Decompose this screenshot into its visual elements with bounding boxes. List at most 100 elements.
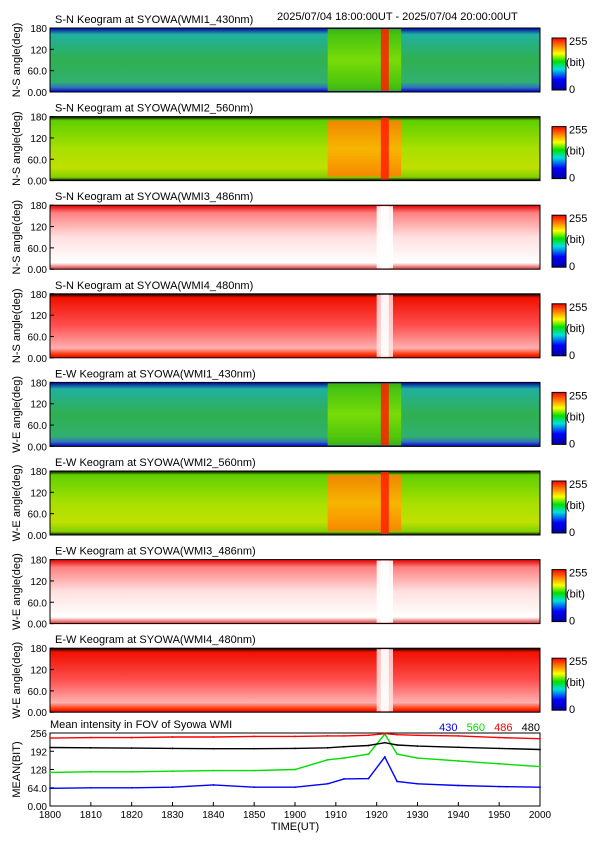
series-point-480 <box>294 747 296 750</box>
series-point-430 <box>343 778 345 780</box>
panel-frame <box>49 204 541 270</box>
y-axis-label: N-S angle(deg) <box>11 23 23 98</box>
x-tick-label: 1930 <box>406 810 429 821</box>
colorbar <box>551 126 567 180</box>
keogram-image <box>50 293 540 358</box>
panel-title: S-N Keogram at SYOWA(WMI3_486nm) <box>55 191 253 203</box>
legend-entry-560: 560 <box>467 722 485 734</box>
x-tick-label: 1920 <box>366 810 389 821</box>
y-tick-label: 60.0 <box>28 421 48 432</box>
keogram-image <box>50 116 540 181</box>
colorbar-min-label: 0 <box>569 261 575 273</box>
y-tick-label: 180 <box>30 467 47 478</box>
series-point-486 <box>367 734 370 737</box>
series-point-560 <box>367 753 370 756</box>
series-point-430 <box>457 784 460 787</box>
series-point-486 <box>49 737 51 740</box>
colorbar-unit-label: (bit) <box>566 57 585 69</box>
y-tick-label: 180 <box>30 644 47 655</box>
keogram-panel: S-N Keogram at SYOWA(WMI4_480nm) 180 120 60… <box>11 280 587 365</box>
y-axis-label: MEAN(BIT) <box>11 741 23 797</box>
series-point-480 <box>326 746 329 749</box>
series-point-480 <box>383 741 386 744</box>
keogram-enhancement <box>327 120 402 177</box>
y-tick-label: 60.0 <box>28 155 48 166</box>
colorbar <box>551 569 567 623</box>
series-point-430 <box>253 786 256 789</box>
keogram-peak-column <box>380 560 389 623</box>
y-tick-label: 180 <box>30 24 47 35</box>
keogram-peak-column <box>380 29 389 91</box>
colorbar <box>551 214 567 268</box>
series-point-430 <box>89 786 92 789</box>
panel-frame <box>49 470 541 536</box>
y-tick-label: 0.00 <box>28 620 48 631</box>
panel-frame <box>49 559 541 625</box>
y-tick-label: 60.0 <box>28 67 48 78</box>
y-tick-label: 0.00 <box>28 708 48 719</box>
colorbar-max-label: 255 <box>569 390 587 402</box>
y-tick-label: 192 <box>30 747 47 758</box>
colorbar-min-label: 0 <box>569 704 575 716</box>
colorbar-unit-label: (bit) <box>566 589 585 601</box>
y-tick-label: 120 <box>30 488 47 499</box>
keogram-panel: S-N Keogram at SYOWA(WMI1_430nm) 180 120 60… <box>11 14 587 99</box>
panel-frame <box>49 293 541 359</box>
x-tick-label: 2000 <box>529 810 552 821</box>
colorbar-unit-label: (bit) <box>566 323 585 335</box>
series-point-480 <box>253 747 256 750</box>
series-line-486 <box>49 732 541 740</box>
series-point-486 <box>89 736 92 739</box>
keogram-image <box>50 205 540 270</box>
series-point-560 <box>89 770 92 773</box>
series-point-560 <box>343 757 345 759</box>
y-tick-label: 60.0 <box>28 510 48 521</box>
colorbar-min-label: 0 <box>569 173 575 185</box>
panel-title: S-N Keogram at SYOWA(WMI2_560nm) <box>55 103 253 115</box>
series-point-486 <box>343 734 345 737</box>
y-tick-label: 180 <box>30 556 47 567</box>
y-tick-label: 0.00 <box>28 354 48 365</box>
keogram-image <box>50 648 540 713</box>
lineplot-title: Mean intensity in FOV of Syowa WMI <box>50 719 232 731</box>
series-point-486 <box>294 735 296 738</box>
series-point-480 <box>212 747 215 750</box>
colorbar-max-label: 255 <box>569 36 587 48</box>
x-tick-label: 1940 <box>447 810 470 821</box>
panel-title: E-W Keogram at SYOWA(WMI3_486nm) <box>55 546 256 558</box>
series-point-486 <box>130 736 133 739</box>
x-tick-label: 1800 <box>39 810 62 821</box>
keogram-panel: S-N Keogram at SYOWA(WMI2_560nm) 180 120 60… <box>11 103 587 188</box>
y-tick-label: 128 <box>30 766 47 777</box>
y-axis-label: W-E angle(deg) <box>11 642 23 719</box>
series-point-430 <box>130 786 133 789</box>
keogram-panel: E-W Keogram at SYOWA(WMI4_480nm) 180 120 60… <box>11 634 587 719</box>
y-tick-label: 120 <box>30 577 47 588</box>
series-point-486 <box>457 734 460 737</box>
colorbar-unit-label: (bit) <box>566 234 585 246</box>
y-tick-label: 60.0 <box>28 332 48 343</box>
keogram-image <box>50 28 540 92</box>
colorbar-min-label: 0 <box>569 527 575 539</box>
series-point-480 <box>171 747 174 750</box>
panel-frame <box>49 27 541 93</box>
series-point-480 <box>498 747 501 750</box>
series-point-560 <box>539 765 541 768</box>
y-tick-label: 180 <box>30 201 47 212</box>
keogram-image <box>50 471 540 535</box>
panel-title: E-W Keogram at SYOWA(WMI4_480nm) <box>55 634 256 646</box>
colorbar-unit-label: (bit) <box>566 411 585 423</box>
keogram-peak-column <box>380 206 389 269</box>
colorbar <box>551 303 567 357</box>
series-point-486 <box>383 732 386 735</box>
x-tick-label: 1950 <box>488 810 511 821</box>
series-point-560 <box>253 769 256 772</box>
y-tick-label: 120 <box>30 134 47 145</box>
keogram-enhancement <box>327 383 402 446</box>
panel-frame <box>49 116 541 182</box>
series-point-560 <box>212 769 215 772</box>
y-tick-label: 0.00 <box>28 177 48 188</box>
colorbar-max-label: 255 <box>569 568 587 580</box>
series-point-480 <box>89 746 92 749</box>
series-point-430 <box>49 787 51 790</box>
